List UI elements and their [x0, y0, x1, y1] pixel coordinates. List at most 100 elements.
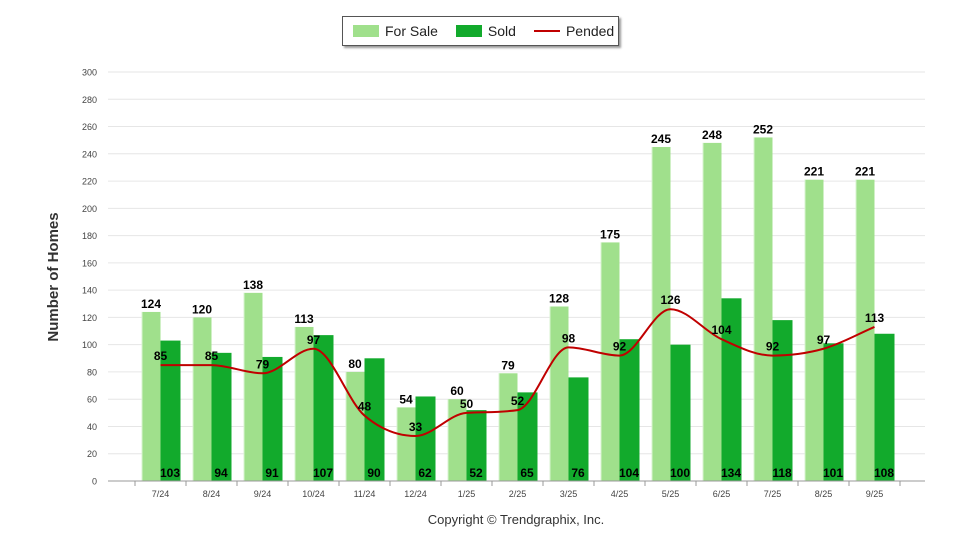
legend-label-pended: Pended: [565, 23, 615, 39]
for-sale-data-label: 79: [501, 358, 515, 372]
for-sale-data-label: 113: [294, 312, 314, 326]
sold-data-label: 104: [619, 466, 639, 480]
sold-bar: [670, 344, 691, 481]
pended-data-label: 92: [766, 340, 780, 354]
for-sale-data-label: 138: [243, 278, 263, 292]
pended-data-label: 52: [511, 394, 525, 408]
x-tick-label: 6/25: [713, 489, 731, 499]
sold-bar: [568, 377, 589, 481]
sold-data-label: 100: [670, 466, 690, 480]
sold-bar: [466, 410, 487, 481]
sold-data-label: 94: [214, 466, 228, 480]
x-tick-label: 11/24: [354, 489, 376, 499]
x-tick-label: 3/25: [560, 489, 578, 499]
y-axis: 0 20 40 60 80 100 120 140 160 180 200 220 240 260 280 3…: [82, 68, 97, 487]
for-sale-bar: [345, 371, 365, 481]
for-sale-data-label: 80: [348, 357, 362, 371]
x-tick-label: 2/25: [509, 489, 527, 499]
for-sale-bar: [498, 373, 518, 481]
x-tick-label: 5/25: [662, 489, 680, 499]
pended-data-label: 97: [307, 333, 321, 347]
pended-data-label: 104: [711, 323, 731, 337]
x-axis: 7/24 8/24 9/24 10/24 11/24 12/24 1/25 2/25 3/25 4…: [108, 480, 925, 499]
legend: For Sale Sold Pended: [342, 16, 619, 46]
legend-item-pended[interactable]: Pended: [533, 23, 615, 39]
x-tick-label: 9/25: [866, 489, 884, 499]
y-tick-label: 220: [82, 177, 97, 187]
pended-line-group: [160, 308, 875, 438]
for-sale-bar: [243, 292, 263, 481]
pended-line: [160, 308, 875, 438]
for-sale-data-label: 124: [141, 297, 161, 311]
x-tick-label: 4/25: [611, 489, 629, 499]
sold-bar: [823, 343, 844, 481]
sold-data-label: 101: [823, 466, 843, 480]
x-tick-label: 1/25: [458, 489, 476, 499]
legend-label-sold: Sold: [487, 23, 516, 39]
sold-data-label: 91: [265, 466, 279, 480]
pended-data-label: 85: [154, 349, 168, 363]
for-sale-bar: [702, 142, 722, 482]
for-sale-data-label: 54: [399, 392, 413, 406]
y-tick-label: 200: [82, 204, 97, 214]
pended-data-label: 126: [660, 293, 680, 307]
for-sale-data-label: 248: [702, 128, 722, 142]
for-sale-bar: [192, 317, 212, 481]
for-sale-bar: [294, 326, 314, 481]
for-sale-bar: [753, 137, 773, 481]
sold-data-label: 107: [313, 466, 333, 480]
for-sale-data-label: 245: [651, 132, 671, 146]
for-sale-bar: [600, 242, 620, 481]
sold-data-label: 62: [418, 466, 432, 480]
sold-bar: [772, 320, 793, 481]
y-tick-label: 180: [82, 231, 97, 241]
legend-item-for-sale[interactable]: For Sale: [353, 23, 438, 39]
for-sale-bar: [141, 311, 161, 481]
y-tick-label: 20: [87, 449, 97, 459]
pended-data-label: 79: [256, 357, 270, 371]
for-sale-data-label: 221: [804, 165, 824, 179]
y-tick-label: 300: [82, 68, 97, 78]
for-sale-swatch: [353, 25, 379, 37]
pended-data-label: 98: [562, 331, 576, 345]
for-sale-bar: [804, 179, 824, 481]
pended-data-label: 97: [817, 333, 831, 347]
y-tick-label: 260: [82, 122, 97, 132]
y-tick-label: 280: [82, 95, 97, 105]
for-sale-data-label: 221: [855, 165, 875, 179]
for-sale-bar: [549, 306, 569, 481]
sold-data-label: 118: [772, 466, 792, 480]
y-tick-label: 240: [82, 149, 97, 159]
y-tick-label: 40: [87, 422, 97, 432]
pended-data-label: 113: [865, 311, 885, 325]
for-sale-data-label: 175: [600, 227, 620, 241]
y-tick-label: 160: [82, 258, 97, 268]
x-tick-label: 7/25: [764, 489, 782, 499]
for-sale-bar: [447, 399, 467, 481]
y-tick-label: 120: [82, 313, 97, 323]
sold-bar: [619, 339, 640, 481]
sold-data-label: 65: [520, 466, 534, 480]
x-tick-label: 8/24: [203, 489, 221, 499]
x-tick-label: 8/25: [815, 489, 833, 499]
sold-bar: [160, 340, 181, 481]
pended-data-label: 48: [358, 400, 372, 414]
x-tick-label: 10/24: [302, 489, 325, 499]
sold-data-label: 52: [469, 466, 483, 480]
legend-label-for-sale: For Sale: [385, 23, 438, 39]
y-tick-label: 0: [92, 477, 97, 487]
legend-item-sold[interactable]: Sold: [455, 23, 516, 39]
pended-data-label: 50: [460, 397, 474, 411]
for-sale-data-label: 60: [450, 384, 464, 398]
pended-data-label: 85: [205, 349, 219, 363]
y-tick-label: 100: [82, 340, 97, 350]
x-tick-label: 9/24: [254, 489, 272, 499]
pended-swatch: [533, 30, 560, 32]
sold-data-label: 134: [721, 466, 741, 480]
sold-bar: [313, 335, 334, 481]
sold-bar: [364, 358, 385, 481]
data-labels: 124 103 85 120 94 85 138 91 79 113 107 97 80 90 48 54 62…: [141, 122, 894, 480]
pended-data-label: 92: [613, 340, 627, 354]
for-sale-data-label: 120: [192, 302, 212, 316]
